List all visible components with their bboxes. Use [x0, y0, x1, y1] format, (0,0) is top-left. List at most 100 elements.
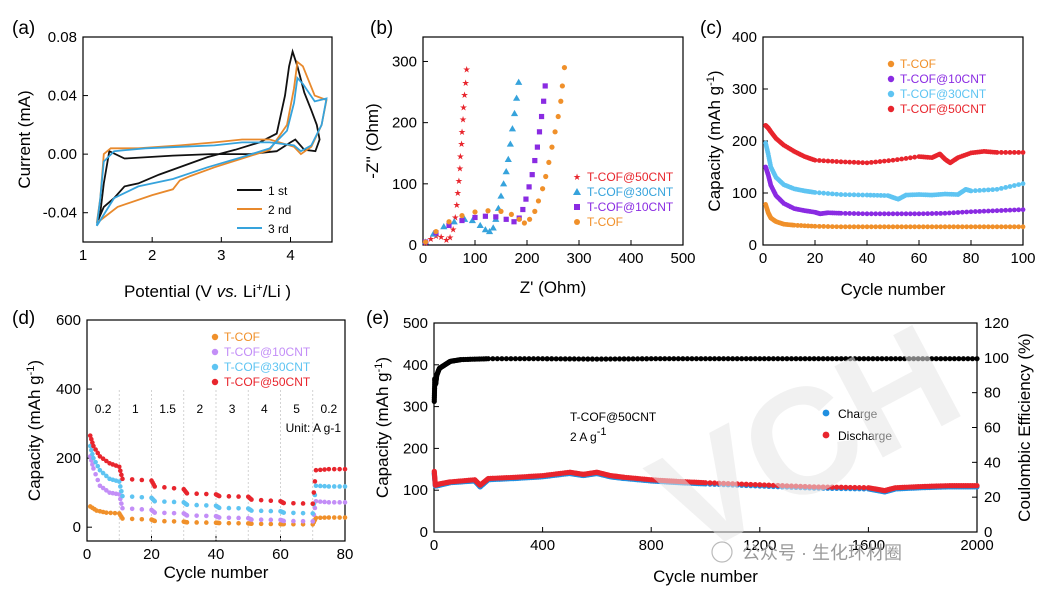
data-point: [842, 210, 848, 216]
data-point: [511, 219, 517, 225]
data-point: [938, 356, 944, 362]
data-point: [881, 158, 887, 164]
x-axis-title-part: Potential (V: [124, 282, 217, 301]
data-point: [938, 210, 944, 216]
y2-axis-title: Coulombic Efficiency (%): [1015, 333, 1034, 522]
data-point: [648, 356, 654, 362]
y-axis-title-part: ): [373, 357, 392, 363]
data-point: [899, 156, 905, 162]
data-point: [120, 505, 125, 511]
data-point: [485, 208, 491, 214]
data-point: [877, 159, 883, 164]
panel-a: 1 2 3 4 -0.04 0.00 0.04 0.08 (a) Potential (V vs.…: [12, 18, 333, 301]
data-point: [1016, 150, 1022, 155]
legend-marker: [574, 204, 580, 210]
data-point: [129, 516, 135, 522]
data-point: [788, 483, 795, 489]
rate-label: 1: [132, 402, 139, 416]
data-point: [1007, 224, 1013, 230]
data-point: [968, 209, 974, 215]
rate-label: 2: [197, 402, 204, 416]
data-point: [95, 450, 101, 456]
data-point: [829, 191, 835, 197]
data-point: [300, 501, 306, 506]
watermark-text: 公众号 · 生化环材圈: [742, 543, 902, 563]
data-point: [139, 494, 145, 500]
data-point: [625, 356, 632, 362]
data-point: [450, 218, 458, 225]
data-point: [843, 484, 849, 490]
data-point: [784, 483, 790, 489]
data-point: [249, 517, 254, 522]
data-point: [171, 485, 177, 491]
data-point: [1003, 224, 1009, 230]
data-point: [933, 211, 939, 216]
data-point: [249, 497, 254, 502]
data-point: [310, 511, 316, 516]
rate-label: 1.5: [159, 402, 176, 416]
data-point: [585, 356, 591, 362]
data-point: [482, 213, 488, 219]
data-point: [534, 144, 540, 150]
y-tick-label: 100: [732, 185, 757, 202]
data-point: [816, 190, 822, 196]
data-point: [204, 513, 209, 519]
data-point: [612, 356, 618, 362]
data-point: [752, 356, 758, 362]
x-tick-label: 1200: [743, 537, 776, 554]
data-point: [567, 356, 573, 362]
y-tick-label: 0: [420, 524, 428, 541]
data-point: [797, 483, 804, 489]
y-tick-label: 0: [409, 237, 417, 254]
data-point: [860, 224, 866, 230]
data-point: [838, 210, 844, 216]
data-point: [171, 519, 177, 524]
data-point: [1020, 181, 1026, 187]
data-point: [868, 211, 874, 217]
data-point: [994, 208, 1000, 214]
data-point: [521, 356, 528, 362]
data-point: [864, 192, 870, 198]
data-point: [532, 208, 538, 214]
data-point: [779, 483, 786, 489]
data-point: [1007, 150, 1013, 155]
data-point: [493, 214, 499, 220]
data-point: [812, 190, 818, 195]
y-tick-label: 500: [403, 315, 428, 332]
data-point: [838, 224, 844, 230]
data-point: [184, 520, 190, 525]
data-point: [258, 508, 264, 514]
data-point: [881, 193, 887, 198]
data-point: [842, 192, 848, 198]
data-point: [716, 480, 722, 486]
data-point: [912, 154, 918, 160]
data-point: ★: [455, 176, 463, 186]
data-point: [868, 224, 874, 230]
x-tick-label: 2: [148, 247, 156, 264]
data-point: [702, 480, 709, 486]
y-axis-title-part: ): [705, 70, 724, 76]
data-point: [90, 462, 95, 467]
data-point: [977, 188, 983, 193]
data-point: [925, 211, 931, 217]
data-point: [129, 477, 135, 482]
data-point: [498, 208, 504, 214]
data-point: [855, 192, 861, 198]
legend-label: T-COF: [900, 57, 936, 71]
data-point: [860, 160, 866, 166]
data-point: [580, 356, 586, 362]
data-point: [635, 356, 641, 362]
data-point: [540, 186, 546, 192]
data-point: [825, 158, 831, 164]
data-point: [851, 159, 857, 165]
data-point: [779, 356, 786, 362]
data-point: [322, 467, 327, 472]
data-point: [171, 499, 177, 505]
data-point: [951, 224, 957, 230]
data-point: [546, 159, 552, 166]
data-point: [300, 510, 306, 516]
data-point: [929, 224, 935, 230]
data-point: [847, 159, 853, 165]
data-point: [226, 494, 232, 499]
data-point: [998, 150, 1004, 155]
